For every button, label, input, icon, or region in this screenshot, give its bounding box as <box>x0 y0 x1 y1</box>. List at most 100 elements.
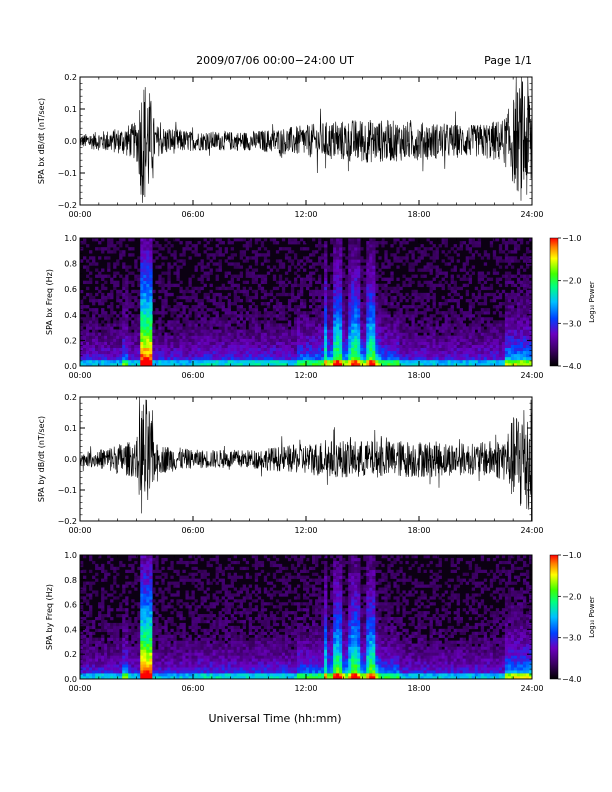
spectrogram-cell <box>185 286 189 291</box>
spectrogram-cell <box>369 350 373 355</box>
spectrogram-cell <box>251 277 256 281</box>
spectrogram-cell <box>128 238 132 242</box>
spectrogram-cell <box>83 341 87 345</box>
spectrogram-cell <box>263 320 268 324</box>
spectrogram-cell <box>128 341 132 345</box>
spectrogram-cell <box>372 320 376 324</box>
spectrogram-cell <box>336 238 340 242</box>
spectrogram-cell <box>324 253 328 257</box>
spectrogram-cell <box>480 344 485 349</box>
spectrogram-cell <box>507 305 512 309</box>
spectrogram-cell <box>272 344 277 349</box>
spectrogram-cell <box>378 362 382 367</box>
spectrogram-cell <box>516 314 521 318</box>
spectrogram-cell <box>86 265 90 269</box>
spectrogram-cell <box>182 347 186 352</box>
spectrogram-cell <box>125 277 129 281</box>
spectrogram-cell <box>191 335 195 339</box>
spectrogram-cell <box>315 292 319 297</box>
spectrogram-cell <box>110 280 114 285</box>
spectrogram-cell <box>134 359 138 364</box>
spectrogram-cell <box>143 262 147 266</box>
spectrogram-cell <box>342 289 346 294</box>
bx-spectrogram-cells <box>80 238 533 367</box>
spectrogram-cell <box>474 362 479 367</box>
spectrogram-cell <box>492 256 497 260</box>
spectrogram-cell <box>366 298 370 303</box>
spectrogram-cell <box>420 302 424 306</box>
spectrogram-cell <box>312 262 316 266</box>
spectrogram-cell <box>281 329 286 333</box>
spectrogram-cell <box>206 298 210 303</box>
spectrogram-cell <box>146 341 150 345</box>
spectrogram-cell <box>477 314 482 318</box>
x-tick-label: 00:00 <box>68 210 91 219</box>
spectrogram-cell <box>179 305 183 309</box>
spectrogram-cell <box>143 283 147 288</box>
spectrogram-cell <box>152 298 156 303</box>
spectrogram-cell <box>86 305 90 309</box>
spectrogram-cell <box>495 362 500 367</box>
spectrogram-cell <box>516 238 521 242</box>
spectrogram-cell <box>245 350 250 355</box>
spectrogram-cell <box>302 298 307 303</box>
spectrogram-cell <box>110 302 114 306</box>
spectrogram-cell <box>489 283 494 288</box>
spectrogram-cell <box>110 314 114 318</box>
spectrogram-cell <box>110 658 114 662</box>
spectrogram-cell <box>369 277 373 281</box>
spectrogram-cell <box>480 283 485 288</box>
spectrogram-cell <box>92 622 96 627</box>
spectrogram-cell <box>495 289 500 294</box>
spectrogram-cell <box>324 244 328 248</box>
spectrogram-cell <box>525 353 530 358</box>
spectrogram-cell <box>333 344 337 349</box>
spectrogram-cell <box>402 335 406 339</box>
spectrogram-cell <box>209 271 213 275</box>
spectrogram-cell <box>200 265 204 269</box>
spectrogram-cell <box>369 308 373 312</box>
spectrogram-cell <box>131 353 135 358</box>
spectrogram-cell <box>486 344 491 349</box>
spectrogram-cell <box>525 289 530 294</box>
spectrogram-cell <box>501 341 506 345</box>
spectrogram-cell <box>390 320 394 324</box>
spectrogram-cell <box>336 274 340 278</box>
spectrogram-cell <box>290 341 295 345</box>
spectrogram-cell <box>471 256 476 260</box>
spectrogram-cell <box>140 247 144 251</box>
spectrogram-cell <box>510 353 515 358</box>
spectrogram-cell <box>345 277 349 281</box>
spectrogram-cell <box>519 238 524 242</box>
spectrogram-cell <box>173 311 177 315</box>
spectrogram-cell <box>179 356 183 361</box>
spectrogram-cell <box>116 262 120 266</box>
spectrogram-cell <box>393 341 397 345</box>
spectrogram-cell <box>312 350 316 355</box>
spectrogram-cell <box>263 323 268 327</box>
spectrogram-cell <box>318 347 322 352</box>
spectrogram-cell <box>399 353 403 358</box>
spectrogram-cell <box>179 332 183 336</box>
spectrogram-cell <box>498 311 503 315</box>
spectrogram-cell <box>309 305 313 309</box>
spectrogram-cell <box>408 283 412 288</box>
spectrogram-cell <box>221 286 225 291</box>
spectrogram-cell <box>104 569 108 574</box>
spectrogram-cell <box>260 295 265 300</box>
spectrogram-cell <box>381 265 385 269</box>
spectrogram-cell <box>167 320 171 324</box>
spectrogram-cell <box>122 329 126 333</box>
spectrogram-cell <box>318 359 322 364</box>
spectrogram-cell <box>164 289 168 294</box>
spectrogram-cell <box>354 314 358 318</box>
spectrogram-cell <box>378 295 382 300</box>
spectrogram-cell <box>408 305 412 309</box>
spectrogram-cell <box>321 283 325 288</box>
spectrogram-cell <box>357 320 361 324</box>
spectrogram-cell <box>245 329 250 333</box>
spectrogram-cell <box>218 323 222 327</box>
spectrogram-cell <box>146 353 150 358</box>
spectrogram-cell <box>185 298 189 303</box>
